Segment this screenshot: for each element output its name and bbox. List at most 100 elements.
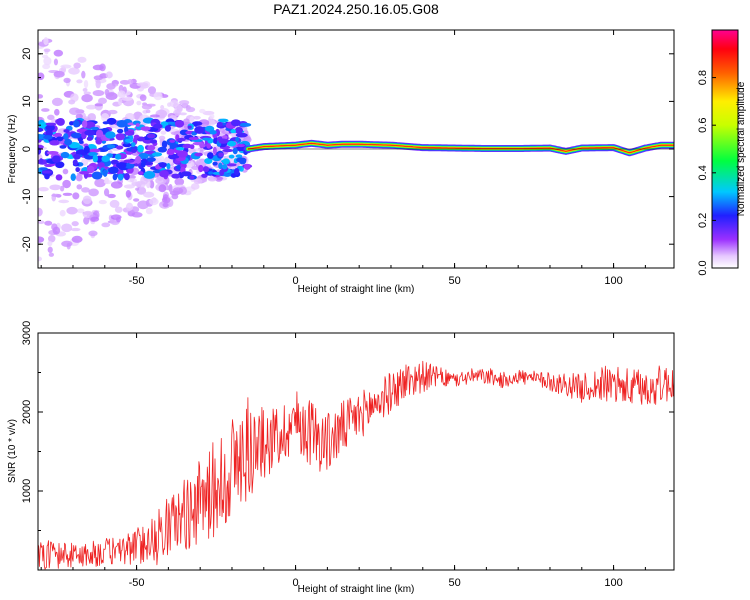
spectrogram-cell: [236, 157, 247, 163]
spectrogram-cell: [51, 97, 63, 107]
spectrogram-cell: [60, 64, 72, 69]
spectrogram-cell: [130, 142, 136, 148]
spectrogram-cell: [84, 129, 96, 136]
spectrogram-cell: [39, 167, 48, 171]
snr-series-line: [38, 360, 674, 570]
spectrogram-cell: [81, 94, 93, 103]
spectrogram-cell: [167, 155, 180, 159]
spectrogram-cell: [133, 198, 140, 202]
spectrogram-cell: [38, 236, 45, 243]
spectrogram-cell: [75, 113, 83, 120]
spectrogram-cell: [38, 94, 44, 99]
spectrogram-cell: [199, 143, 206, 148]
spectrogram-cell: [216, 176, 222, 181]
spectrogram-cell: [235, 146, 246, 152]
spectrogram-cell: [140, 126, 151, 131]
spectrogram-y-axis: -20 -10 0 10 20: [21, 29, 674, 269]
spectrogram-cell: [135, 123, 140, 127]
spectrogram-cell: [66, 206, 78, 215]
y-tick-label: -20: [21, 236, 33, 252]
spectrogram-cell: [99, 63, 106, 72]
spectrogram-cell: [81, 120, 88, 129]
spectrogram-cell: [72, 192, 80, 200]
spectrogram-cell: [116, 162, 127, 169]
spectrogram-cell: [47, 114, 55, 121]
spectrogram-cell: [230, 119, 241, 127]
spectrogram-cell: [137, 200, 149, 210]
y-tick-label: 20: [21, 48, 33, 60]
colorbar: 0.0 0.2 0.4 0.6 0.8 Normalized spectral ampl…: [697, 29, 747, 276]
spectrogram-cell: [161, 140, 168, 149]
spectrogram-cell: [76, 79, 83, 84]
colorbar-label: Normalized spectral amplitude: [736, 81, 747, 216]
colorbar-tick-label: 0.2: [697, 213, 709, 228]
spectrogram-cell: [233, 167, 240, 175]
spectrogram-cell: [45, 124, 55, 131]
spectrogram-cell: [235, 132, 248, 138]
x-tick-label: 0: [293, 577, 299, 589]
spectrogram-cell: [158, 155, 165, 162]
spectrogram-cell: [116, 119, 128, 128]
spectrogram-cell: [102, 121, 109, 125]
spectrogram-cell: [63, 129, 70, 133]
spectrogram-cell: [125, 184, 132, 189]
spectrogram-cell: [202, 166, 210, 173]
spectrogram-cell: [235, 137, 240, 143]
spectrogram-cell: [171, 193, 179, 200]
spectrogram-cell: [169, 99, 179, 108]
spectrogram-cell: [101, 222, 111, 228]
spectrogram-cell: [83, 216, 90, 225]
x-tick-label: 100: [604, 275, 622, 287]
spectrogram-cell: [53, 49, 64, 57]
spectrogram-cell: [109, 199, 120, 208]
spectrogram-cell: [87, 113, 97, 122]
spectrogram-cell: [43, 56, 52, 66]
spectrogram-cell: [131, 212, 143, 218]
spectrogram-cell: [147, 145, 156, 151]
spectrogram-cell: [45, 122, 57, 126]
spectrogram-cell: [51, 155, 61, 163]
spectrogram-cell: [117, 173, 124, 181]
spectrogram-cell: [110, 181, 123, 189]
spectrogram-cell: [199, 108, 206, 114]
spectrogram-cell: [107, 193, 116, 199]
spectrogram-cell: [143, 170, 156, 179]
spectrogram-cell: [207, 176, 217, 182]
spectrogram-cell: [38, 220, 45, 225]
spectrogram-cell: [78, 140, 84, 144]
spectrogram-cell: [39, 158, 44, 164]
spectrogram-cell: [86, 165, 95, 174]
spectrogram-cell: [235, 154, 243, 159]
spectrogram-cell: [97, 97, 107, 105]
spectrogram-cell: [69, 121, 74, 126]
spectrogram-cell: [70, 173, 76, 181]
ridge-band: [247, 142, 674, 154]
spectrogram-cell: [112, 173, 118, 181]
spectrogram-cell: [43, 37, 49, 45]
chart-title: PAZ1.2024.250.16.05.G08: [273, 1, 439, 17]
spectrogram-cell: [114, 206, 123, 213]
spectrogram-cell: [153, 123, 163, 129]
spectrogram-cell: [103, 188, 110, 197]
spectrogram-cell: [158, 135, 166, 141]
spectrogram-cell: [71, 132, 82, 139]
spectrogram-cell: [78, 171, 90, 175]
spectrogram-cell: [175, 147, 185, 151]
spectrogram-cell: [62, 179, 71, 189]
spectrogram-cell: [71, 221, 79, 227]
spectrogram-cell: [237, 143, 245, 148]
spectrogram-cell: [63, 77, 71, 83]
spectrogram-cell: [207, 119, 216, 126]
snr-x-axis: -50 0 50 100: [40, 333, 646, 589]
spectrogram-cell: [218, 162, 223, 170]
spectrogram-panel: -50 0 50 100 -20 -10 0 10 20 Height of straight…: [7, 29, 675, 295]
spectrogram-cell: [82, 87, 88, 92]
spectrogram-x-axis: -50 0 50 100: [40, 30, 646, 287]
spectrogram-cell: [88, 188, 99, 197]
spectrogram-cell: [62, 192, 73, 196]
spectrogram-cell: [201, 173, 208, 178]
y-tick-label: 0: [21, 146, 33, 152]
spectrogram-cell: [145, 207, 153, 215]
spectrogram-cell: [117, 90, 126, 98]
